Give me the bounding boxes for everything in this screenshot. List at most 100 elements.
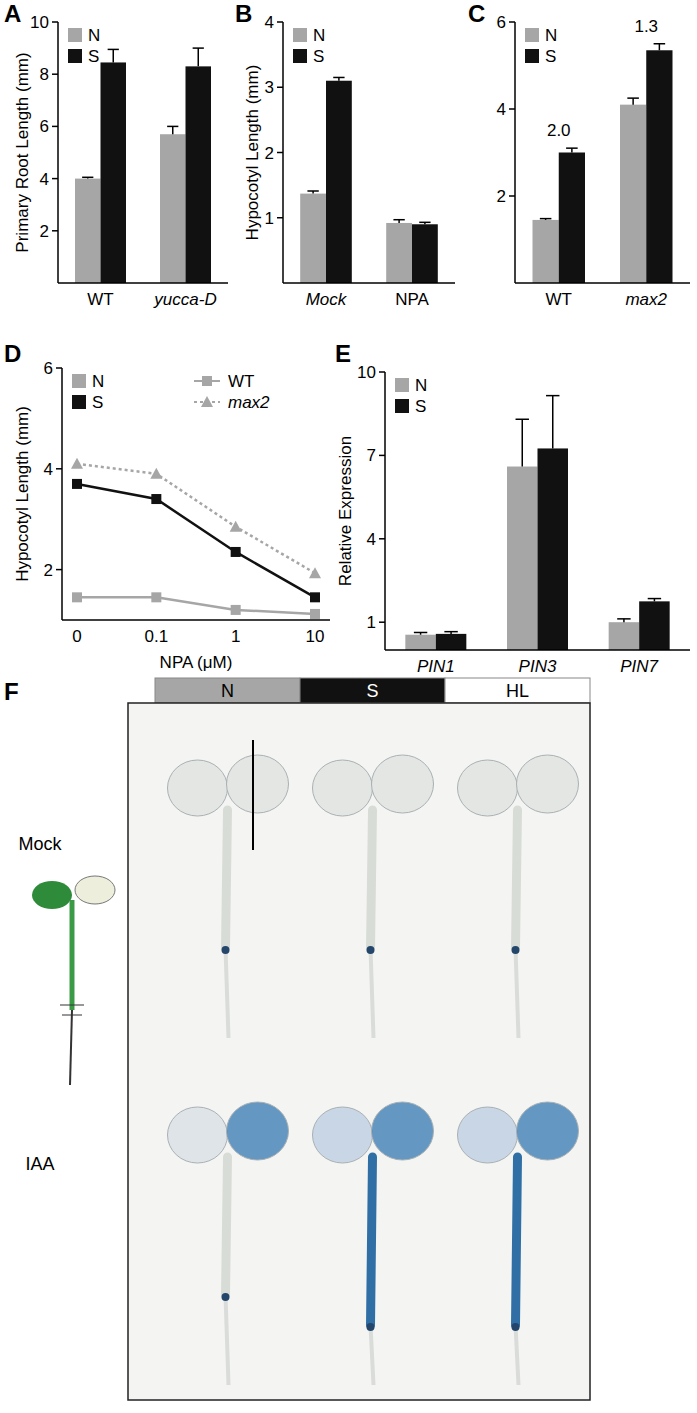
y-tick [379, 538, 385, 540]
y-tick-label: 4 [265, 13, 274, 32]
legend-label: max2 [228, 393, 270, 412]
annotation: 1.3 [634, 17, 658, 36]
y-tick-label: 2 [40, 222, 49, 241]
marks [405, 396, 669, 650]
y-tick [379, 371, 385, 373]
y-tick [277, 152, 283, 154]
cotyledon [227, 1102, 289, 1160]
error-cap [444, 631, 457, 633]
legend-label: N [88, 26, 100, 45]
line [77, 464, 315, 573]
bar-panel: WTmax2246CNS2.01.3 [468, 0, 690, 309]
bar [533, 220, 559, 283]
error-cap [393, 219, 404, 221]
x-axis [385, 649, 690, 651]
legend-swatch [293, 28, 307, 42]
error-cap [566, 147, 578, 149]
schematic-cotyledon [32, 881, 72, 909]
legend-swatch [72, 374, 86, 388]
stain-spot [512, 946, 520, 954]
y-axis-label: Hypocotyl Length (mm) [13, 406, 32, 582]
cotyledon [517, 1102, 579, 1160]
legend-label: S [313, 47, 324, 66]
cotyledon [313, 760, 373, 816]
panel-letter: C [468, 0, 485, 27]
cotyledon [372, 755, 434, 813]
legend-label: S [92, 393, 103, 412]
cotyledon [313, 1107, 373, 1163]
error-bar [648, 599, 661, 602]
error-cap [82, 177, 93, 179]
y-tick [52, 230, 58, 232]
point [151, 592, 161, 602]
point [150, 468, 162, 479]
bar [609, 622, 640, 650]
y-tick-label: 2 [265, 144, 274, 163]
panel-letter: E [335, 340, 351, 367]
row-label: IAA [25, 1154, 54, 1174]
error-bar [307, 191, 318, 194]
seedling [313, 1102, 434, 1385]
bar [300, 194, 326, 283]
point [231, 605, 241, 615]
seedling [168, 755, 289, 1038]
legend-label: N [92, 372, 104, 391]
error-stem [552, 396, 554, 449]
y-tick [379, 621, 385, 623]
error-stem [198, 48, 200, 66]
cotyledon [372, 1102, 434, 1160]
x-tick-label: PIN7 [620, 657, 658, 676]
bar [646, 50, 672, 283]
legend-swatch [68, 49, 82, 63]
bar [620, 105, 646, 283]
bar-panel: PIN1PIN3PIN714710Relative ExpressionENS [335, 340, 690, 676]
legend-label: S [88, 47, 99, 66]
seedling [458, 1102, 579, 1385]
legend-swatch [525, 49, 539, 63]
bar [405, 635, 436, 650]
legend-swatch [72, 395, 86, 409]
point [72, 592, 82, 602]
schematic-hairs [60, 1005, 84, 1015]
legend-marker [202, 376, 212, 386]
bar [386, 223, 412, 283]
schematic-cotyledon [75, 876, 115, 904]
bar [186, 66, 212, 283]
point [309, 567, 321, 578]
error-bar [414, 632, 427, 634]
annotation: 2.0 [547, 121, 571, 140]
point [151, 494, 161, 504]
image-frame [128, 703, 590, 1400]
figure: WTyucca-D246810Primary Root Length (mm)A… [0, 0, 697, 1413]
bar [160, 134, 186, 283]
y-tick [52, 21, 58, 23]
y-tick-label: 1 [367, 613, 376, 632]
x-axis-label: NPA (μM) [160, 653, 233, 672]
x-axis [283, 282, 455, 284]
bar [101, 62, 127, 283]
stain-spot [367, 1323, 375, 1331]
y-tick-label: 6 [497, 13, 506, 32]
error-stem [113, 49, 115, 62]
error-bar [167, 126, 178, 134]
column-header [445, 678, 590, 703]
error-cap [167, 126, 178, 128]
x-tick-label: PIN1 [417, 657, 455, 676]
row-label: Mock [18, 834, 62, 854]
cotyledon [227, 755, 289, 813]
y-tick [56, 569, 62, 571]
y-axis-label: Relative Expression [336, 436, 355, 586]
bar-panel: MockNPA1234Hypocotyl Length (mm)BNS [235, 0, 455, 309]
error-cap [419, 222, 430, 224]
error-cap [516, 419, 529, 421]
x-tick-label: 0.1 [145, 627, 169, 646]
cotyledon [517, 755, 579, 813]
error-cap [414, 632, 427, 634]
hypocotyl [371, 1157, 373, 1325]
legend-label: S [545, 47, 556, 66]
y-axis [384, 372, 386, 650]
error-cap [627, 97, 639, 99]
y-tick [56, 468, 62, 470]
column-header [155, 678, 300, 703]
y-tick-label: 4 [44, 460, 53, 479]
